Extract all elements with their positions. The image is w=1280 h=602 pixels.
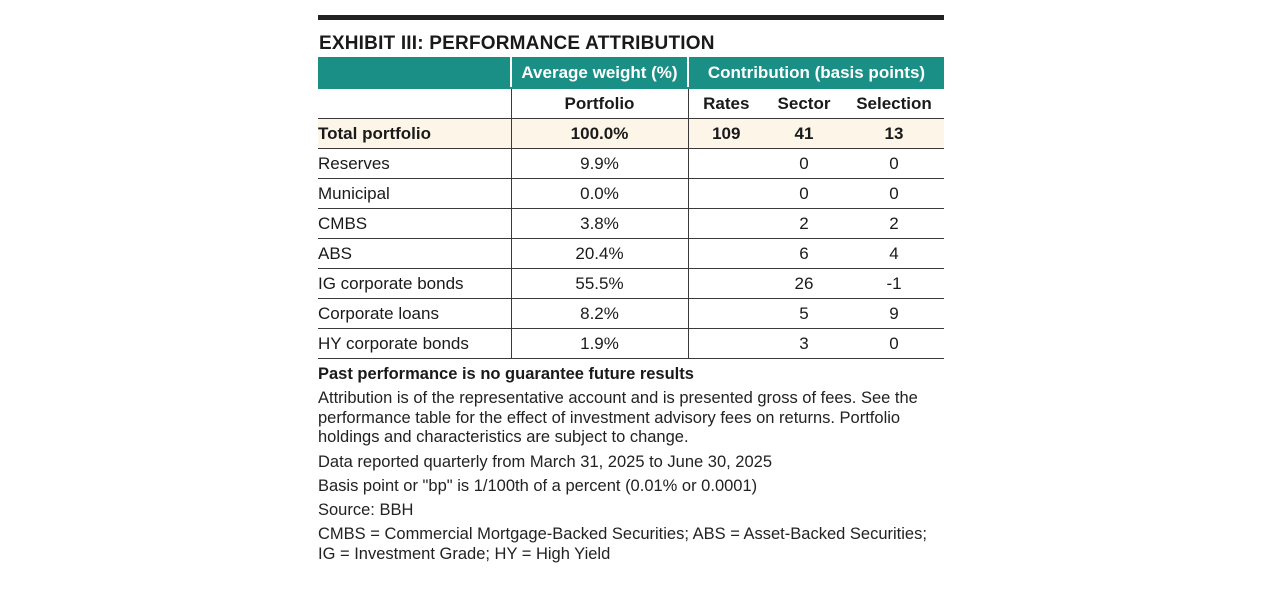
table-row: CMBS 3.8% 2 2 xyxy=(318,208,944,239)
row-rates xyxy=(687,178,764,209)
row-weight: 100.0% xyxy=(510,118,688,149)
header-row-groups: Average weight (%) Contribution (basis p… xyxy=(318,57,944,89)
row-rates: 109 xyxy=(687,118,764,149)
row-weight: 0.0% xyxy=(510,178,688,209)
row-selection: 13 xyxy=(844,118,944,149)
performance-disclaimer: Past performance is no guarantee future … xyxy=(318,365,694,383)
row-weight: 8.2% xyxy=(510,298,688,329)
note-attribution: Attribution is of the representative acc… xyxy=(318,389,918,446)
row-sector: 0 xyxy=(764,148,844,179)
attribution-table: Average weight (%) Contribution (basis p… xyxy=(318,57,944,359)
row-label: CMBS xyxy=(318,208,511,239)
row-weight: 1.9% xyxy=(510,328,688,359)
header-selection: Selection xyxy=(844,88,944,119)
note-abbreviations: CMBS = Commercial Mortgage-Backed Securi… xyxy=(318,524,927,563)
table-row: IG corporate bonds 55.5% 26 -1 xyxy=(318,268,944,299)
row-label: HY corporate bonds xyxy=(318,328,511,359)
header-portfolio: Portfolio xyxy=(510,88,688,119)
row-label: Total portfolio xyxy=(318,118,511,149)
table-row: Corporate loans 8.2% 5 9 xyxy=(318,298,944,329)
row-selection: 0 xyxy=(844,178,944,209)
row-label: Municipal xyxy=(318,178,511,209)
table-row: Reserves 9.9% 0 0 xyxy=(318,148,944,179)
table-row: ABS 20.4% 6 4 xyxy=(318,238,944,269)
row-sector: 5 xyxy=(764,298,844,329)
row-selection: -1 xyxy=(844,268,944,299)
row-selection: 0 xyxy=(844,148,944,179)
row-selection: 0 xyxy=(844,328,944,359)
row-label: IG corporate bonds xyxy=(318,268,511,299)
header-blank xyxy=(318,57,511,89)
exhibit-title: EXHIBIT III: PERFORMANCE ATTRIBUTION xyxy=(319,33,715,54)
row-rates xyxy=(687,238,764,269)
row-weight: 55.5% xyxy=(510,268,688,299)
note-data-period: Data reported quarterly from March 31, 2… xyxy=(318,452,773,471)
row-label: ABS xyxy=(318,238,511,269)
row-weight: 20.4% xyxy=(510,238,688,269)
row-selection: 4 xyxy=(844,238,944,269)
table-row: Municipal 0.0% 0 0 xyxy=(318,178,944,209)
header-blank-2 xyxy=(318,88,511,119)
exhibit: EXHIBIT III: PERFORMANCE ATTRIBUTION Ave… xyxy=(318,15,944,564)
header-average-weight: Average weight (%) xyxy=(510,57,688,89)
row-rates xyxy=(687,148,764,179)
row-sector: 6 xyxy=(764,238,844,269)
total-row: Total portfolio 100.0% 109 41 13 xyxy=(318,118,944,149)
row-selection: 9 xyxy=(844,298,944,329)
row-rates xyxy=(687,328,764,359)
row-sector: 3 xyxy=(764,328,844,359)
row-sector: 26 xyxy=(764,268,844,299)
table-row: HY corporate bonds 1.9% 3 0 xyxy=(318,328,944,359)
row-rates xyxy=(687,298,764,329)
header-sector: Sector xyxy=(764,88,844,119)
note-source: Source: BBH xyxy=(318,500,414,519)
row-weight: 9.9% xyxy=(510,148,688,179)
header-rates: Rates xyxy=(687,88,764,119)
row-weight: 3.8% xyxy=(510,208,688,239)
row-sector: 2 xyxy=(764,208,844,239)
top-rule xyxy=(318,15,944,20)
row-sector: 0 xyxy=(764,178,844,209)
row-label: Corporate loans xyxy=(318,298,511,329)
header-row-columns: Portfolio Rates Sector Selection xyxy=(318,88,944,119)
row-selection: 2 xyxy=(844,208,944,239)
row-rates xyxy=(687,208,764,239)
row-rates xyxy=(687,268,764,299)
row-label: Reserves xyxy=(318,148,511,179)
header-contribution: Contribution (basis points) xyxy=(687,57,944,89)
note-basis-point: Basis point or "bp" is 1/100th of a perc… xyxy=(318,476,758,495)
row-sector: 41 xyxy=(764,118,844,149)
